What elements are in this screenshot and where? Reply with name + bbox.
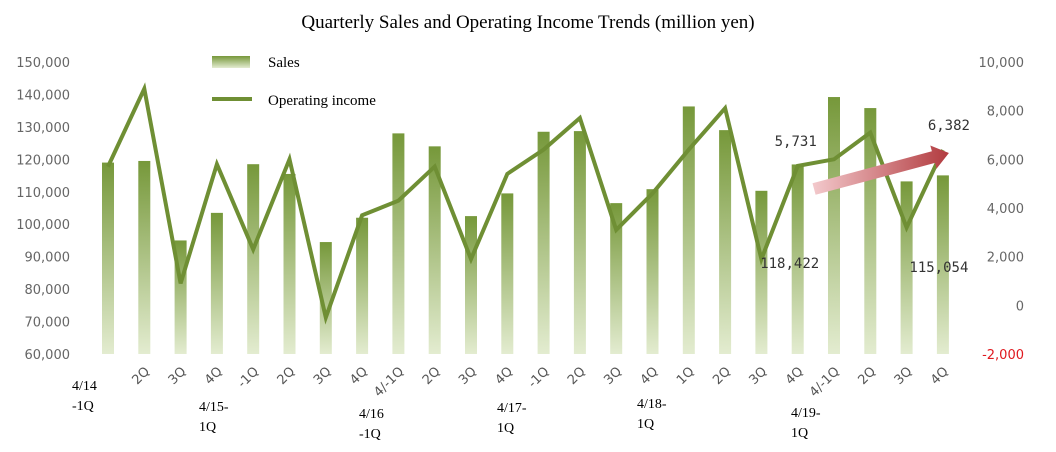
y-left-tick-label: 110,000	[16, 186, 70, 201]
data-label: 115,054	[909, 260, 968, 276]
sales-bar	[719, 130, 732, 354]
year-label: 4/19-1Q	[791, 406, 821, 441]
data-label: 6,382	[928, 118, 970, 134]
year-labels: 4/14 -1Q 4/15-1Q 4/16 -1Q 4/17-1Q 4/18-1Q 4/19-…	[72, 379, 821, 442]
x-tick-label: 3Q	[747, 364, 771, 388]
sales-bar	[936, 175, 949, 354]
sales-bar	[392, 133, 405, 354]
y-right-tick-label: 4,000	[987, 202, 1024, 217]
sales-bar	[828, 97, 840, 354]
sales-bar	[319, 242, 332, 354]
y-right-tick-label: 0	[1016, 299, 1024, 314]
data-label: 118,422	[760, 256, 819, 272]
legend: Sales Operating income	[212, 55, 376, 109]
x-tick-label: 4/-1Q	[807, 364, 843, 400]
sales-bars	[102, 97, 949, 355]
sales-bar	[210, 212, 223, 354]
sales-bar	[537, 131, 550, 354]
x-tick-label: -1Q	[235, 364, 262, 391]
year-label: 4/16 -1Q	[359, 407, 384, 442]
data-label: 5,731	[775, 134, 817, 150]
sales-bar	[682, 106, 695, 355]
y-right-tick-label: 8,000	[987, 105, 1024, 120]
sales-bar	[102, 162, 114, 354]
sales-bar	[428, 146, 441, 354]
y-left-tick-label: 60,000	[25, 348, 71, 363]
y-left-tick-label: 130,000	[16, 121, 70, 136]
x-tick-label: 2Q	[420, 364, 444, 388]
x-tick-label: 4Q	[638, 364, 662, 388]
y-left-tick-label: 150,000	[16, 56, 70, 71]
x-tick-label: 4Q	[928, 364, 952, 388]
x-tick-label: 3Q	[601, 364, 625, 388]
x-tick-label: -1Q	[525, 364, 552, 391]
y-left-tick-label: 120,000	[16, 153, 70, 168]
y-left-tick-label: 100,000	[16, 218, 70, 233]
x-tick-label: 3Q	[456, 364, 480, 388]
x-tick-label: 3Q	[892, 364, 916, 388]
y-left-tick-label: 140,000	[16, 88, 70, 103]
sales-bar	[501, 193, 514, 354]
year-label: 4/15-1Q	[199, 400, 229, 435]
x-tick-label: 4Q	[492, 364, 516, 388]
sales-bar	[573, 131, 586, 354]
sales-bar	[283, 173, 296, 354]
chart-title: Quarterly Sales and Operating Income Tre…	[301, 12, 754, 33]
sales-bar	[465, 216, 477, 354]
x-tick-label: 4/-1Q	[371, 364, 407, 400]
legend-label-sales: Sales	[268, 55, 300, 71]
x-tick-label: 2Q	[855, 364, 879, 388]
year-label: 4/17-1Q	[497, 401, 527, 436]
year-label: 4/18-1Q	[637, 397, 667, 432]
x-tick-label: 4Q	[202, 364, 226, 388]
y-right-tick-label: 10,000	[979, 56, 1025, 71]
sales-bar	[791, 164, 804, 354]
x-axis: 2Q 3Q 4Q -1Q 2Q 3Q 4Q 4/-1Q 2Q 3Q 4Q -1Q 2Q 3Q 4Q 1Q 2Q 3…	[129, 364, 951, 400]
x-tick-label: 2Q	[129, 364, 153, 388]
year-label: 4/14 -1Q	[72, 379, 97, 414]
y-left-tick-label: 80,000	[25, 283, 71, 298]
trend-arrow-shape	[812, 145, 949, 195]
sales-bar	[755, 190, 768, 354]
y-right-tick-label: 2,000	[987, 251, 1024, 266]
y-right-tick-label: -2,000	[982, 348, 1024, 363]
x-tick-label: 3Q	[311, 364, 335, 388]
x-tick-label: 2Q	[565, 364, 589, 388]
legend-label-operating-income: Operating income	[268, 93, 376, 109]
x-tick-label: 1Q	[674, 364, 698, 388]
left-axis: 60,000 70,000 80,000 90,000 100,000 110,000 12…	[16, 56, 70, 363]
x-tick-label: 2Q	[275, 364, 299, 388]
trend-arrow	[812, 145, 949, 195]
x-tick-label: 4Q	[347, 364, 371, 388]
y-left-tick-label: 90,000	[25, 251, 71, 266]
sales-bar	[646, 189, 659, 354]
sales-bar	[356, 217, 369, 354]
x-tick-label: 3Q	[166, 364, 190, 388]
x-tick-label: 4Q	[783, 364, 807, 388]
operating-income-line-path	[106, 82, 945, 325]
y-left-tick-label: 70,000	[25, 316, 71, 331]
operating-income-line	[106, 82, 945, 325]
sales-bar	[610, 203, 623, 354]
sales-bar	[138, 160, 151, 354]
annotations: 5,731 6,382 118,422 115,054	[760, 118, 970, 276]
right-axis: -2,000 0 2,000 4,000 6,000 8,000 10,000	[979, 56, 1025, 363]
sales-bar	[247, 164, 260, 354]
legend-swatch-sales	[212, 56, 250, 68]
y-right-tick-label: 6,000	[987, 153, 1024, 168]
x-tick-label: 2Q	[710, 364, 734, 388]
